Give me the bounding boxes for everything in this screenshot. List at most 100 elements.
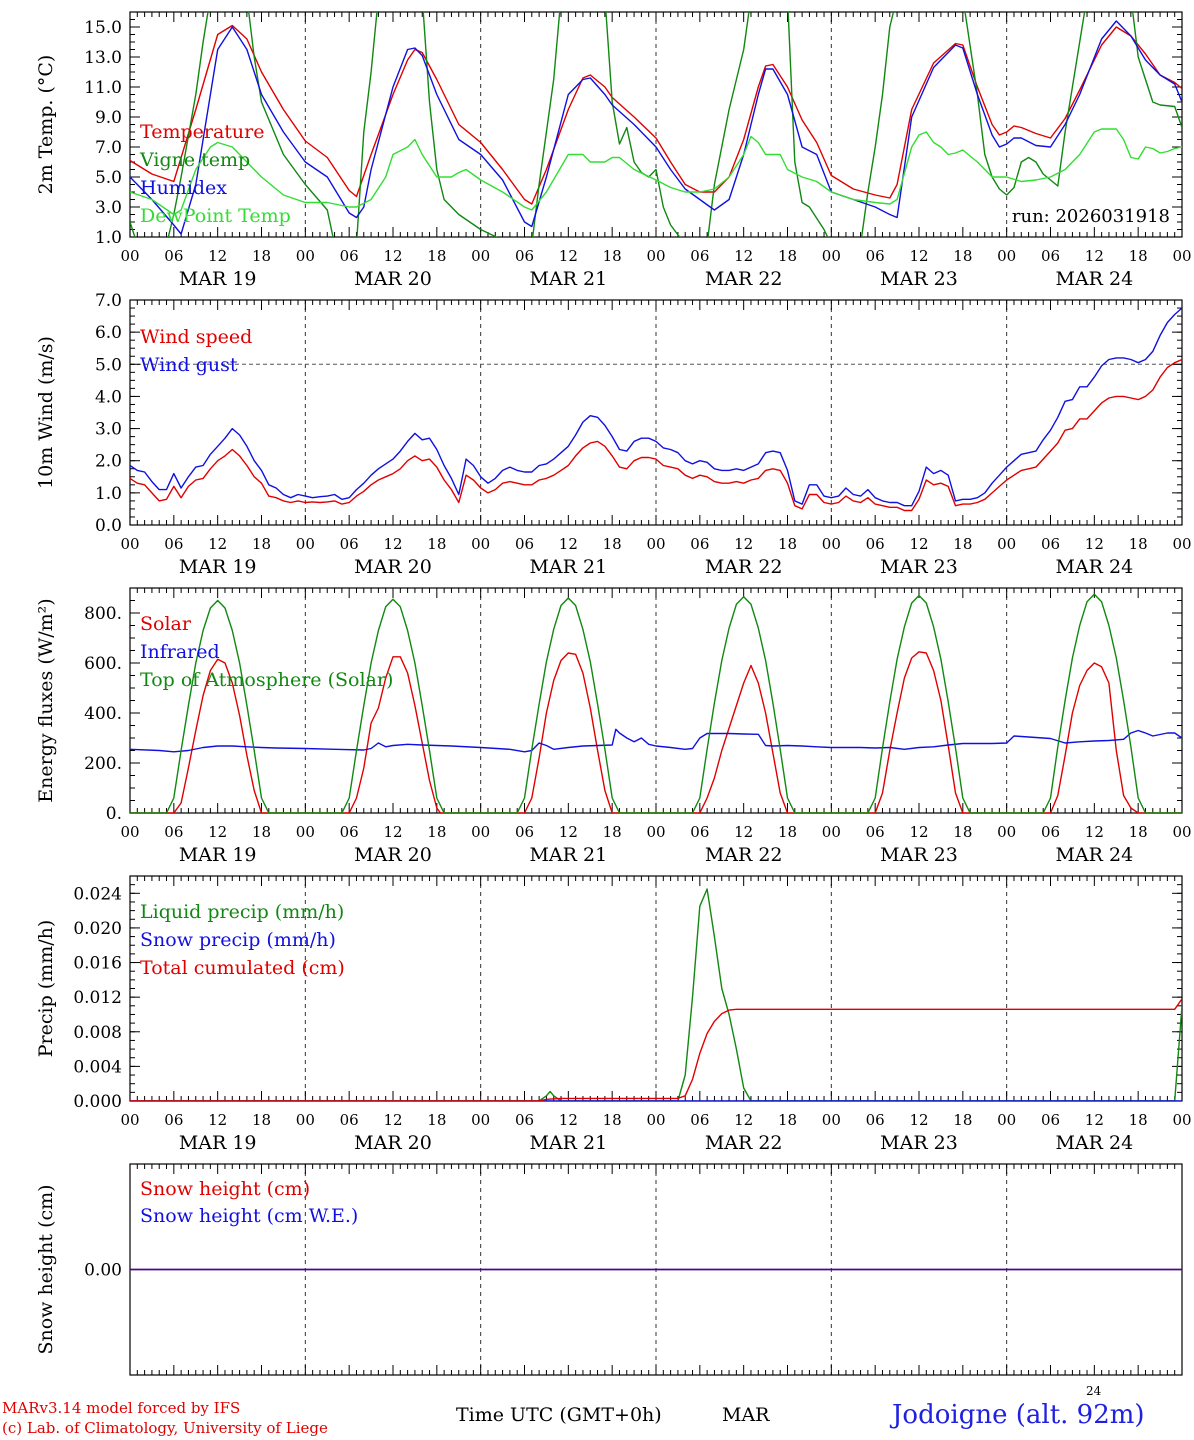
legend-entry: Vigne temp (139, 149, 250, 171)
series-line-1 (130, 728, 1182, 753)
x-tick-label: 18 (778, 247, 797, 265)
x-tick-label: 18 (778, 1111, 797, 1129)
x-tick-label: 12 (1085, 247, 1104, 265)
x-day-label: MAR 19 (179, 844, 257, 866)
x-tick-label: 18 (953, 1111, 972, 1129)
x-day-label: MAR 24 (1055, 268, 1133, 290)
x-tick-label: 18 (427, 823, 446, 841)
x-tick-label: 18 (1129, 823, 1148, 841)
chart-panel-wind: 00 06 12 18 00 06 12 18 00 06 12 18 00 06 12 18 00 06 12 18… (35, 291, 1192, 578)
legend-entry: Wind gust (140, 354, 238, 376)
x-tick-label: 00 (120, 535, 139, 553)
y-tick-label: 0.008 (73, 1023, 122, 1043)
x-tick-label: 18 (603, 1111, 622, 1129)
x-tick-label: 12 (383, 823, 402, 841)
series-line-0 (130, 358, 1182, 512)
x-tick-label: 12 (909, 823, 928, 841)
x-tick-label: 00 (471, 535, 490, 553)
y-tick-label: 7.0 (95, 138, 122, 158)
x-tick-label: 06 (866, 535, 885, 553)
x-tick-label: 06 (690, 535, 709, 553)
x-tick-label: 12 (559, 247, 578, 265)
x-tick-label: 18 (603, 247, 622, 265)
y-tick-label: 0.020 (73, 919, 122, 939)
legend-entry: Total cumulated (cm) (140, 957, 345, 979)
y-tick-label: 3.0 (95, 420, 122, 440)
y-tick-label: 5.0 (95, 355, 122, 375)
legend-entry: Infrared (140, 641, 220, 663)
x-tick-label: 00 (822, 823, 841, 841)
x-tick-label: 00 (1172, 1111, 1191, 1129)
x-tick-label: 18 (427, 247, 446, 265)
x-tick-label: 00 (296, 535, 315, 553)
x-tick-label: 18 (953, 823, 972, 841)
x-tick-label: 06 (866, 823, 885, 841)
y-tick-label: 13.0 (84, 48, 122, 68)
chart-panel-energy: 00 06 12 18 00 06 12 18 00 06 12 18 00 06 12 18 00 06 12 18… (35, 587, 1192, 866)
x-tick-label: 12 (734, 535, 753, 553)
x-tick-label: 06 (515, 1111, 534, 1129)
time-axis-label: Time UTC (GMT+0h) (456, 1404, 662, 1426)
x-day-label: MAR 24 (1055, 556, 1133, 578)
y-tick-label: 0.000 (73, 1092, 122, 1112)
x-day-label: MAR 20 (354, 844, 432, 866)
day-label: 24 (1086, 1384, 1102, 1398)
x-tick-label: 06 (866, 1111, 885, 1129)
x-tick-label: 12 (559, 535, 578, 553)
series-group (130, 307, 1182, 512)
x-tick-label: 12 (1085, 823, 1104, 841)
y-tick-label: 0.004 (73, 1057, 122, 1077)
x-tick-label: 00 (1172, 247, 1191, 265)
x-tick-label: 06 (164, 247, 183, 265)
legend-entry: Snow height (cm W.E.) (140, 1205, 358, 1227)
legend-entry: Solar (140, 613, 192, 635)
legend-entry: Snow precip (mm/h) (140, 929, 336, 951)
x-tick-label: 00 (822, 247, 841, 265)
x-tick-label: 06 (1041, 535, 1060, 553)
chart-panel-temp: 00 06 12 18 00 06 12 18 00 06 12 18 00 06 12 18 00 06 12 18… (35, 11, 1192, 290)
y-tick-label: 11.0 (84, 78, 122, 98)
series-group (130, 593, 1182, 813)
x-tick-label: 00 (1172, 535, 1191, 553)
series-line-1 (130, 307, 1182, 507)
legend-entry: Top of Atmosphere (Solar) (140, 669, 393, 691)
y-tick-label: 0.024 (73, 884, 122, 904)
legend-entry: Snow height (cm) (140, 1178, 310, 1200)
x-tick-label: 12 (559, 823, 578, 841)
y-tick-label: 9.0 (95, 108, 122, 128)
x-tick-label: 18 (603, 823, 622, 841)
series-line-2 (130, 998, 1182, 1101)
x-tick-label: 12 (208, 1111, 227, 1129)
chart-panel-snow: 0.00 Snow height (cm) Snow height (cm) Snow… (35, 1163, 1183, 1376)
x-tick-label: 06 (515, 823, 534, 841)
legend-entry: Temperature (140, 121, 264, 143)
x-tick-label: 18 (1129, 247, 1148, 265)
x-tick-label: 12 (734, 1111, 753, 1129)
x-tick-label: 12 (208, 535, 227, 553)
x-day-label: MAR 21 (529, 268, 607, 290)
x-day-label: MAR 23 (880, 844, 958, 866)
y-tick-label: 800. (84, 604, 122, 624)
legend-entry: DewPoint Temp (140, 205, 291, 227)
station-title: Jodoigne (alt. 92m) (892, 1400, 1145, 1430)
x-tick-label: 18 (1129, 1111, 1148, 1129)
x-tick-label: 18 (953, 535, 972, 553)
x-day-label: MAR 19 (179, 556, 257, 578)
x-tick-label: 06 (1041, 1111, 1060, 1129)
x-tick-label: 12 (734, 247, 753, 265)
y-axis-label: 10m Wind (m/s) (35, 336, 57, 489)
x-tick-label: 06 (515, 247, 534, 265)
x-tick-label: 06 (164, 535, 183, 553)
x-day-label: MAR 19 (179, 268, 257, 290)
x-tick-label: 12 (383, 247, 402, 265)
x-tick-label: 18 (603, 535, 622, 553)
x-tick-label: 18 (953, 247, 972, 265)
x-day-label: MAR 24 (1055, 1132, 1133, 1154)
y-tick-label: 0.0 (95, 516, 122, 536)
y-tick-label: 3.0 (95, 198, 122, 218)
y-tick-label: 4.0 (95, 387, 122, 407)
x-tick-label: 12 (208, 823, 227, 841)
x-tick-label: 06 (690, 1111, 709, 1129)
x-tick-label: 12 (909, 1111, 928, 1129)
